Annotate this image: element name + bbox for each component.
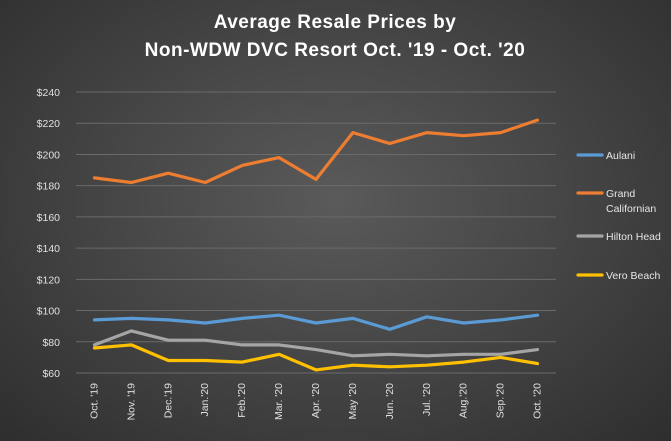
y-tick-label: $100 <box>37 306 61 318</box>
y-tick-label: $120 <box>37 274 61 286</box>
x-tick-label: Oct. '20 <box>532 383 544 419</box>
x-tick-label: Nov. '19 <box>125 383 137 421</box>
x-tick-label: Mar. '20 <box>273 383 285 420</box>
y-tick-label: $140 <box>37 243 61 255</box>
legend-label: Aulani <box>606 150 635 162</box>
x-tick-label: May '20 <box>347 383 359 420</box>
chart-title-line-1: Average Resale Prices by <box>214 12 457 33</box>
legend-item-grand-californian: Grand Californian <box>576 188 656 215</box>
series-line-hilton-head <box>92 329 540 358</box>
series-line-grand-californian <box>92 118 540 185</box>
x-tick-label: Aug.'20 <box>458 383 470 418</box>
x-tick-label: Oct. '19 <box>88 383 100 419</box>
y-tick-label: $220 <box>37 118 61 130</box>
x-tick-label: Sep.'20 <box>495 383 507 418</box>
legend-label: Californian <box>606 203 656 215</box>
x-tick-label: Jul. '20 <box>421 383 433 416</box>
x-tick-label: Dec.'19 <box>162 383 174 418</box>
legend-label: Hilton Head <box>606 231 661 243</box>
y-tick-label: $240 <box>37 87 61 99</box>
x-tick-label: Apr. '20 <box>310 383 322 418</box>
y-tick-label: $180 <box>37 181 61 193</box>
y-tick-label: $60 <box>42 368 60 380</box>
legend-label: Vero Beach <box>606 270 660 282</box>
y-tick-label: $80 <box>42 337 60 349</box>
series-line-aulani <box>92 313 540 331</box>
x-tick-label: Jan.'20 <box>199 383 211 417</box>
legend-item-hilton-head: Hilton Head <box>576 231 661 243</box>
legend-item-vero-beach: Vero Beach <box>576 270 660 282</box>
y-tick-label: $200 <box>37 149 61 161</box>
series-vero-beach <box>92 343 540 372</box>
series-aulani <box>92 313 540 331</box>
x-axis-tick-labels: Oct. '19 Nov. '19 Dec.'19 Jan.'20 Feb.'20 Mar… <box>88 383 543 421</box>
y-tick-label: $160 <box>37 212 61 224</box>
x-tick-label: Feb.'20 <box>236 383 248 418</box>
y-axis-tick-labels: $60 $80 $100 $120 $140 $160 $180 $200 $220 $240 <box>37 87 61 380</box>
series-lines <box>92 118 540 372</box>
legend: Aulani Grand Californian Hilton Head Vero Be… <box>576 150 661 282</box>
chart-title-line-2: Non-WDW DVC Resort Oct. '19 - Oct. '20 <box>145 40 526 61</box>
x-tick-label: Jun. '20 <box>384 383 396 420</box>
series-grand-californian <box>92 118 540 185</box>
legend-label: Grand <box>606 188 635 200</box>
chart-title: Average Resale Prices by Non-WDW DVC Res… <box>145 12 526 61</box>
series-hilton-head <box>92 329 540 358</box>
gridlines <box>76 91 556 374</box>
legend-item-aulani: Aulani <box>576 150 635 162</box>
